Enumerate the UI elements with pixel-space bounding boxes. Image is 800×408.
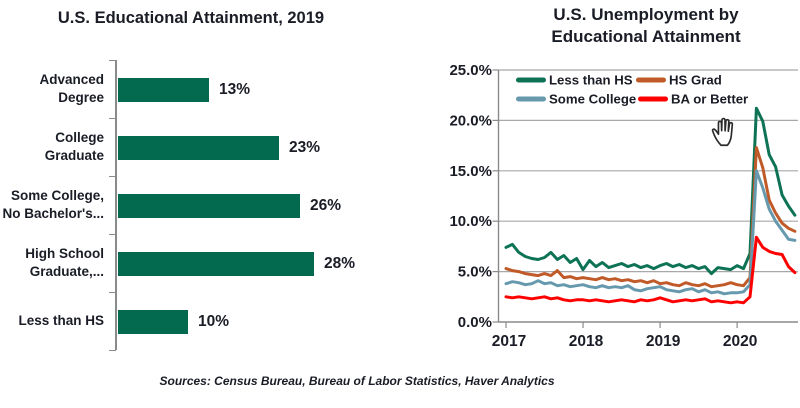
series-line-ba-or-better: [504, 235, 797, 305]
line-plot-area: 25.0% 20.0% 15.0% 10.0% 5.0% 0.0% 2017 2018 2019…: [430, 55, 800, 355]
bar: [118, 136, 279, 160]
bar-axis-tick: [109, 292, 116, 293]
bar-category-label: College Graduate: [44, 130, 104, 163]
series-line-hs-grad: [504, 146, 797, 289]
legend-swatch: [516, 77, 546, 83]
bar-axis-tick: [109, 176, 116, 177]
bar-category-label: Advanced Degree: [39, 72, 104, 105]
bar-category-label: Some College, No Bachelor's...: [2, 188, 105, 221]
line-chart-title-line2: Educational Attainment: [551, 27, 741, 46]
bar-axis-tick: [109, 118, 116, 119]
y-tick-label: 10.0%: [449, 213, 492, 230]
x-tick-label: 2019: [646, 333, 681, 350]
bar: [118, 194, 300, 218]
bar: [118, 78, 209, 102]
bar: [118, 310, 188, 334]
legend-label: Less than HS: [549, 73, 633, 88]
line-chart-title: U.S. Unemployment by Educational Attainm…: [476, 4, 800, 48]
x-tick-label: 2020: [723, 333, 757, 350]
bar-value-label: 26%: [310, 197, 342, 214]
legend-swatch: [516, 96, 546, 102]
bar-y-axis-line: [115, 60, 117, 350]
open-hand-cursor-icon: [708, 112, 746, 150]
y-tick-label: 25.0%: [449, 62, 492, 79]
bar-chart-title: U.S. Educational Attainment, 2019: [57, 9, 325, 27]
bar: [118, 252, 314, 276]
bar-value-label: 13%: [219, 81, 251, 98]
bar-value-label: 10%: [198, 313, 230, 330]
bar-value-label: 28%: [324, 255, 356, 272]
y-tick-label: 5.0%: [458, 264, 492, 281]
y-tick-label: 15.0%: [449, 163, 492, 180]
legend-swatch: [638, 96, 668, 102]
y-tick-label: 0.0%: [458, 314, 492, 331]
x-tick-label: 2018: [569, 333, 604, 350]
bar-category-label: High School Graduate,...: [25, 246, 104, 279]
series-line-some-college: [504, 169, 797, 296]
source-note: Sources: Census Bureau, Bureau of Labor …: [159, 374, 555, 388]
bar-row: College Graduate 23%: [0, 118, 392, 176]
bar-plot-area: Advanced Degree 13% College Graduate 23% Som…: [0, 60, 392, 351]
bar-axis-tick: [109, 350, 116, 351]
bar-row: High School Graduate,... 28%: [0, 234, 392, 292]
legend-label: Some College: [549, 92, 636, 107]
bar-row: Advanced Degree 13%: [0, 60, 392, 118]
bar-axis-tick: [109, 60, 116, 61]
bar-row: Less than HS 10%: [0, 292, 392, 350]
legend-swatch: [636, 77, 666, 83]
x-tick-label: 2017: [492, 333, 526, 350]
line-chart-title-line1: U.S. Unemployment by: [553, 5, 739, 24]
series-line-less-than-hs: [504, 106, 797, 276]
y-tick-label: 20.0%: [449, 112, 492, 129]
bar-row: Some College, No Bachelor's... 26%: [0, 176, 392, 234]
bar-value-label: 23%: [289, 139, 321, 156]
line-chart-svg: 25.0% 20.0% 15.0% 10.0% 5.0% 0.0%2017 2018 2019…: [449, 62, 798, 350]
legend-label: HS Grad: [669, 73, 722, 88]
bar-axis-tick: [109, 234, 116, 235]
bar-category-label: Less than HS: [18, 313, 104, 329]
legend-label: BA or Better: [671, 92, 748, 107]
